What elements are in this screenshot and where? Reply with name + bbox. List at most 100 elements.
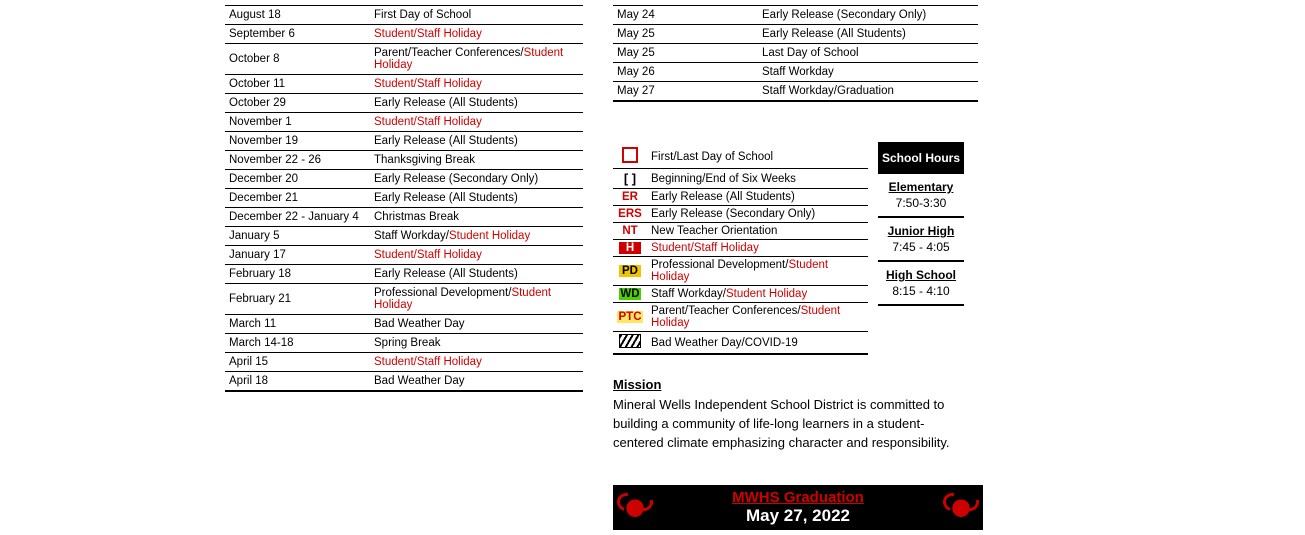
table-row: May 25Early Release (All Students) bbox=[613, 25, 978, 44]
event-desc: Student/Staff Holiday bbox=[370, 75, 583, 94]
table-row: May 27Staff Workday/Graduation bbox=[613, 82, 978, 102]
event-desc: Staff Workday/Student Holiday bbox=[370, 227, 583, 246]
hours-time: 7:50-3:30 bbox=[880, 196, 962, 210]
event-date: April 15 bbox=[225, 353, 370, 372]
table-row: March 11Bad Weather Day bbox=[225, 315, 583, 334]
legend-table: First/Last Day of School[ ]Beginning/End… bbox=[613, 145, 868, 355]
event-desc: Thanksgiving Break bbox=[370, 151, 583, 170]
legend-label: Early Release (All Students) bbox=[647, 189, 868, 206]
event-date: March 14-18 bbox=[225, 334, 370, 353]
hours-section: Elementary 7:50-3:30 bbox=[878, 174, 964, 218]
legend-key bbox=[613, 145, 647, 169]
event-desc: Professional Development/Student Holiday bbox=[370, 284, 583, 315]
event-date: January 17 bbox=[225, 246, 370, 265]
event-date: September 6 bbox=[225, 25, 370, 44]
event-desc: Early Release (Secondary Only) bbox=[758, 6, 978, 25]
event-desc: Staff Workday bbox=[758, 63, 978, 82]
mission-section: Mission Mineral Wells Independent School… bbox=[613, 377, 973, 453]
event-desc: Bad Weather Day bbox=[370, 372, 583, 392]
event-desc: Parent/Teacher Conferences/Student Holid… bbox=[370, 44, 583, 75]
event-date: December 21 bbox=[225, 189, 370, 208]
table-row: April 18Bad Weather Day bbox=[225, 372, 583, 392]
table-row: August 18First Day of School bbox=[225, 6, 583, 25]
legend-row: First/Last Day of School bbox=[613, 145, 868, 169]
school-hours-box: School Hours Elementary 7:50-3:30 Junior H… bbox=[878, 142, 964, 306]
graduation-title: MWHS Graduation bbox=[649, 489, 947, 506]
legend-label: Student/Staff Holiday bbox=[647, 240, 868, 257]
legend-key: [ ] bbox=[613, 169, 647, 189]
table-row: December 21Early Release (All Students) bbox=[225, 189, 583, 208]
table-row: October 8Parent/Teacher Conferences/Stud… bbox=[225, 44, 583, 75]
event-desc: Christmas Break bbox=[370, 208, 583, 227]
table-row: November 22 - 26Thanksgiving Break bbox=[225, 151, 583, 170]
event-date: November 19 bbox=[225, 132, 370, 151]
school-hours-header: School Hours bbox=[878, 142, 964, 174]
ram-icon bbox=[621, 495, 649, 519]
legend-row: Bad Weather Day/COVID-19 bbox=[613, 332, 868, 355]
event-desc: Bad Weather Day bbox=[370, 315, 583, 334]
event-desc: Student/Staff Holiday bbox=[370, 246, 583, 265]
event-desc: Early Release (All Students) bbox=[370, 132, 583, 151]
event-date: December 20 bbox=[225, 170, 370, 189]
legend-row: ERSEarly Release (Secondary Only) bbox=[613, 206, 868, 223]
ram-icon bbox=[947, 495, 975, 519]
table-row: May 25Last Day of School bbox=[613, 44, 978, 63]
legend-label: Staff Workday/Student Holiday bbox=[647, 286, 868, 303]
table-row: January 17Student/Staff Holiday bbox=[225, 246, 583, 265]
table-row: December 22 - January 4Christmas Break bbox=[225, 208, 583, 227]
event-date: October 11 bbox=[225, 75, 370, 94]
event-date: November 1 bbox=[225, 113, 370, 132]
table-row: October 11Student/Staff Holiday bbox=[225, 75, 583, 94]
event-desc: Early Release (All Students) bbox=[370, 189, 583, 208]
table-row: January 5Staff Workday/Student Holiday bbox=[225, 227, 583, 246]
table-row: November 1Student/Staff Holiday bbox=[225, 113, 583, 132]
legend-key: ERS bbox=[613, 206, 647, 223]
legend-label: First/Last Day of School bbox=[647, 145, 868, 169]
mission-text: Mineral Wells Independent School Distric… bbox=[613, 396, 973, 453]
event-date: April 18 bbox=[225, 372, 370, 392]
legend-label: Bad Weather Day/COVID-19 bbox=[647, 332, 868, 355]
legend-key: WD bbox=[613, 286, 647, 303]
hours-label: Junior High bbox=[880, 224, 962, 238]
legend-label: Early Release (Secondary Only) bbox=[647, 206, 868, 223]
event-desc: Early Release (All Students) bbox=[370, 265, 583, 284]
event-desc: Staff Workday/Graduation bbox=[758, 82, 978, 102]
event-date: October 29 bbox=[225, 94, 370, 113]
hours-label: Elementary bbox=[880, 180, 962, 194]
legend-key: PTC bbox=[613, 303, 647, 332]
hours-section: High School8:15 - 4:10 bbox=[878, 262, 964, 306]
table-row: May 26Staff Workday bbox=[613, 63, 978, 82]
event-date: February 18 bbox=[225, 265, 370, 284]
legend-row: PDProfessional Development/Student Holid… bbox=[613, 257, 868, 286]
event-desc: Early Release (All Students) bbox=[758, 25, 978, 44]
table-row: October 29Early Release (All Students) bbox=[225, 94, 583, 113]
legend-label: Professional Development/Student Holiday bbox=[647, 257, 868, 286]
hours-label: High School bbox=[880, 268, 962, 282]
right-events-table: May 24Early Release (Secondary Only)May … bbox=[613, 5, 978, 102]
hours-section: Junior High 7:45 - 4:05 bbox=[878, 218, 964, 262]
event-date: May 24 bbox=[613, 6, 758, 25]
table-row: May 24Early Release (Secondary Only) bbox=[613, 6, 978, 25]
legend-label: New Teacher Orientation bbox=[647, 223, 868, 240]
event-date: February 21 bbox=[225, 284, 370, 315]
table-row: November 19Early Release (All Students) bbox=[225, 132, 583, 151]
event-desc: Last Day of School bbox=[758, 44, 978, 63]
table-row: December 20Early Release (Secondary Only… bbox=[225, 170, 583, 189]
legend-row: WDStaff Workday/Student Holiday bbox=[613, 286, 868, 303]
legend-row: [ ]Beginning/End of Six Weeks bbox=[613, 169, 868, 189]
legend-row: HStudent/Staff Holiday bbox=[613, 240, 868, 257]
hours-time: 7:45 - 4:05 bbox=[880, 240, 962, 254]
event-date: May 26 bbox=[613, 63, 758, 82]
legend-key: PD bbox=[613, 257, 647, 286]
event-date: October 8 bbox=[225, 44, 370, 75]
event-date: November 22 - 26 bbox=[225, 151, 370, 170]
graduation-date: May 27, 2022 bbox=[649, 506, 947, 526]
event-date: December 22 - January 4 bbox=[225, 208, 370, 227]
event-date: August 18 bbox=[225, 6, 370, 25]
event-date: March 11 bbox=[225, 315, 370, 334]
legend-row: PTCParent/Teacher Conferences/Student Ho… bbox=[613, 303, 868, 332]
legend-key: H bbox=[613, 240, 647, 257]
event-date: May 25 bbox=[613, 25, 758, 44]
event-desc: Spring Break bbox=[370, 334, 583, 353]
table-row: February 21Professional Development/Stud… bbox=[225, 284, 583, 315]
